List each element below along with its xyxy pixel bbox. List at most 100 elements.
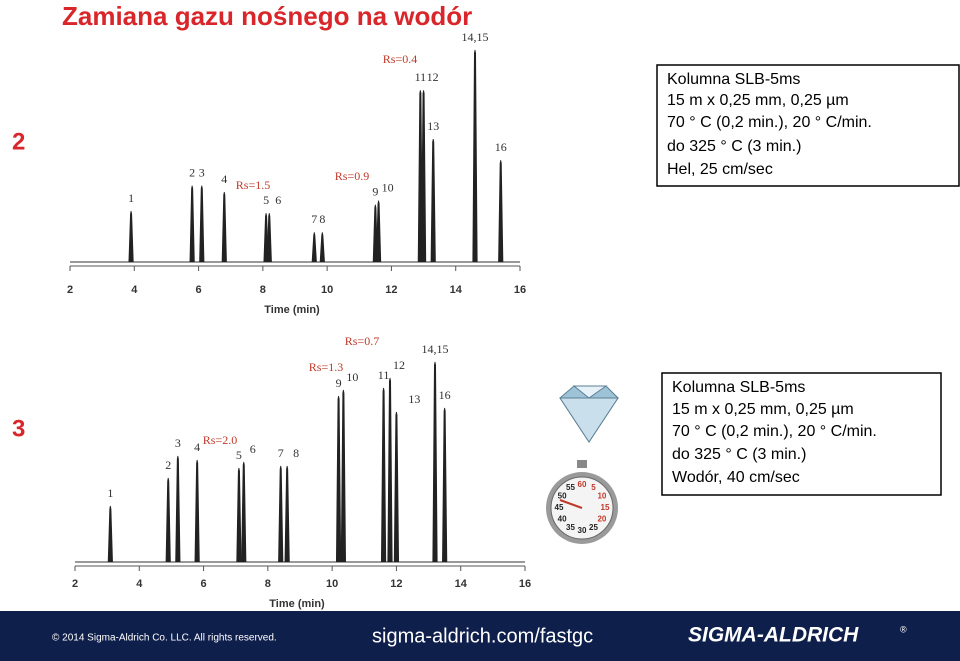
peak-label: 4 xyxy=(221,172,227,186)
x-tick-label: 12 xyxy=(390,578,402,590)
resolution-label: Rs=1.5 xyxy=(236,178,270,192)
peak-label: 6 xyxy=(275,193,281,207)
section-number: 3 xyxy=(12,415,25,442)
x-axis-title: Time (min) xyxy=(269,598,325,610)
peak xyxy=(278,465,284,563)
info-line: 70 ° C (0,2 min.), 20 ° C/min. xyxy=(672,423,877,440)
x-tick-label: 14 xyxy=(450,284,463,296)
peak xyxy=(432,361,438,563)
peak xyxy=(194,459,200,563)
peak-label: 11 xyxy=(415,70,427,84)
peak-label: 8 xyxy=(319,212,325,226)
peak-label: 10 xyxy=(346,370,358,384)
dial-number: 15 xyxy=(601,503,610,512)
peak xyxy=(236,467,242,563)
resolution-label: Rs=0.9 xyxy=(335,169,369,183)
dial-number: 35 xyxy=(566,523,575,532)
info-line: do 325 ° C (3 min.) xyxy=(667,138,801,155)
logo: SIGMA-ALDRICH xyxy=(688,624,859,647)
peak-label: 9 xyxy=(372,185,378,199)
info-line: 70 ° C (0,2 min.), 20 ° C/min. xyxy=(667,114,872,131)
dial-number: 55 xyxy=(566,483,575,492)
info-box xyxy=(661,372,942,496)
info-line: Wodór, 40 cm/sec xyxy=(672,469,800,486)
peak-label: 13 xyxy=(427,119,439,133)
x-tick-label: 8 xyxy=(265,578,271,590)
footer-bar xyxy=(0,611,960,661)
dial-number: 45 xyxy=(555,503,564,512)
peak-label: 8 xyxy=(293,446,299,460)
peak xyxy=(266,213,272,263)
x-tick-label: 10 xyxy=(326,578,338,590)
info-line: Hel, 25 cm/sec xyxy=(667,161,773,178)
peak-label: 13 xyxy=(408,392,420,406)
peak-label: 4 xyxy=(194,440,200,454)
peak xyxy=(393,411,400,563)
peak-label: 14,15 xyxy=(422,342,449,356)
peak-label: 1 xyxy=(107,486,113,500)
info-line: Kolumna SLB-5ms xyxy=(672,379,805,396)
peak-label: 12 xyxy=(427,70,439,84)
peak xyxy=(340,389,346,563)
peak xyxy=(498,160,504,263)
peak xyxy=(128,211,134,263)
x-tick-label: 6 xyxy=(201,578,207,590)
x-tick-label: 4 xyxy=(136,578,143,590)
peak-label: 9 xyxy=(336,376,342,390)
peak-label: 7 xyxy=(278,446,284,460)
slide-title: Zamiana gazu nośnego na wodór xyxy=(62,1,472,31)
peak-label: 16 xyxy=(439,388,451,402)
diamond-icon xyxy=(559,385,619,443)
copyright: © 2014 Sigma-Aldrich Co. LLC. All rights… xyxy=(52,633,277,644)
info-line: 15 m x 0,25 mm, 0,25 µm xyxy=(667,92,849,109)
peak-label: 5 xyxy=(236,448,242,462)
peak xyxy=(319,232,325,263)
dial-number: 50 xyxy=(558,492,567,501)
resolution-label: Rs=0.7 xyxy=(345,334,379,348)
peak-label: 6 xyxy=(250,442,256,456)
info-box xyxy=(656,64,960,187)
peak xyxy=(472,49,478,263)
peak xyxy=(420,90,427,263)
peak-label: 7 xyxy=(311,212,317,226)
x-tick-label: 16 xyxy=(519,578,531,590)
x-tick-label: 16 xyxy=(514,284,526,296)
footer-url: sigma-aldrich.com/fastgc xyxy=(372,625,593,647)
x-tick-label: 8 xyxy=(260,284,266,296)
dial-number: 5 xyxy=(591,483,596,492)
peak-label: 1 xyxy=(128,191,134,205)
peak-label: 11 xyxy=(378,368,390,382)
x-tick-label: 12 xyxy=(385,284,397,296)
peak-label: 3 xyxy=(199,165,205,179)
peak xyxy=(199,185,205,263)
peak xyxy=(430,138,436,263)
dial-number: 10 xyxy=(597,492,606,501)
peak-label: 14,15 xyxy=(462,30,489,44)
info-line: do 325 ° C (3 min.) xyxy=(672,446,806,463)
info-line: 15 m x 0,25 mm, 0,25 µm xyxy=(672,401,854,418)
peak xyxy=(442,407,448,563)
x-tick-label: 2 xyxy=(72,578,78,590)
x-tick-label: 2 xyxy=(67,284,73,296)
logo-mark: ® xyxy=(900,624,907,634)
peak-label: 2 xyxy=(165,458,171,472)
peak xyxy=(335,395,342,563)
resolution-label: Rs=2.0 xyxy=(203,433,237,447)
peak xyxy=(221,191,227,263)
peak xyxy=(387,377,393,563)
dial-number: 20 xyxy=(597,515,606,524)
peak xyxy=(284,465,290,563)
peak-label: 10 xyxy=(382,180,394,194)
peak xyxy=(107,505,113,563)
x-tick-label: 4 xyxy=(131,284,138,296)
peak-label: 3 xyxy=(175,436,181,450)
peak xyxy=(189,185,195,263)
peak xyxy=(175,455,181,563)
resolution-label: Rs=1.3 xyxy=(309,360,343,374)
x-axis-title: Time (min) xyxy=(264,304,320,316)
section-number: 2 xyxy=(12,128,25,155)
dial-number: 60 xyxy=(578,480,587,489)
peak xyxy=(380,387,387,563)
